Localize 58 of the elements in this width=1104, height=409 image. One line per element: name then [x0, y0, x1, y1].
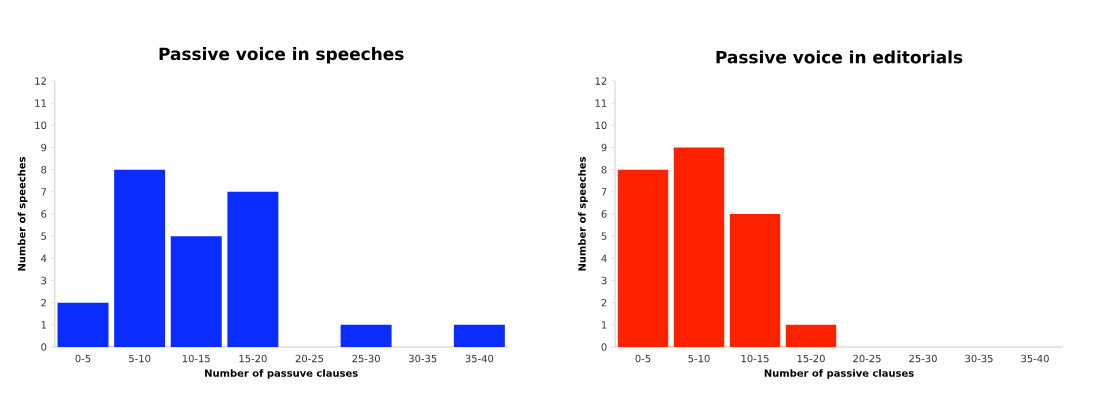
y-axis-title: Number of speeches	[578, 156, 588, 271]
x-tick-label: 10-15	[741, 354, 769, 363]
chart-title: Passive voice in speeches	[159, 47, 404, 64]
x-tick-label: 35-40	[1021, 354, 1049, 363]
y-tick-label: 6	[601, 210, 607, 218]
x-tick-label: 0-5	[635, 354, 651, 363]
x-axis-title: Number of passuve clauses	[205, 369, 358, 379]
x-tick-label: 25-30	[352, 354, 380, 363]
x-tick-label: 25-30	[909, 354, 937, 363]
bar	[785, 324, 837, 347]
y-tick-label: 9	[601, 143, 607, 152]
x-tick-label: 20-25	[295, 354, 324, 363]
y-tick-label: 8	[41, 165, 47, 174]
chart-title: Passive voice in editorials	[716, 50, 963, 64]
bar	[114, 169, 166, 347]
bar	[453, 324, 505, 347]
y-tick-label: 2	[601, 298, 607, 307]
x-tick-label: 15-20	[239, 354, 267, 363]
y-tick-label: 12	[595, 77, 607, 85]
x-tick-label: 30-35	[409, 354, 437, 363]
y-tick-label: 7	[601, 188, 607, 196]
x-tick-label: 30-35	[965, 354, 993, 363]
x-tick-label: 20-25	[853, 354, 881, 363]
y-tick-label: 3	[601, 276, 607, 285]
bar	[729, 214, 781, 347]
y-tick-label: 10	[595, 121, 607, 130]
x-tick-label: 15-20	[797, 354, 825, 363]
y-tick-label: 4	[41, 254, 47, 262]
y-tick-label: 11	[35, 99, 46, 107]
bar	[227, 191, 279, 347]
y-axis-title: Number of speeches	[17, 156, 28, 271]
y-tick-label: 10	[35, 121, 47, 130]
x-tick-label: 5-10	[129, 354, 151, 363]
y-tick-label: 1	[601, 321, 607, 329]
y-tick-label: 5	[41, 232, 47, 240]
y-tick-label: 0	[601, 343, 607, 351]
x-tick-label: 0-5	[75, 354, 91, 363]
x-axis-title: Number of passive clauses	[764, 369, 914, 379]
y-tick-label: 6	[41, 210, 47, 218]
y-tick-label: 4	[601, 254, 607, 262]
y-tick-label: 3	[41, 276, 47, 285]
y-tick-label: 12	[35, 77, 46, 85]
y-tick-label: 11	[595, 99, 607, 107]
y-tick-label: 1	[41, 321, 46, 329]
bar	[673, 147, 725, 347]
bar	[340, 324, 392, 347]
x-tick-label: 5-10	[688, 354, 710, 363]
bar	[57, 302, 109, 347]
y-tick-label: 7	[41, 188, 47, 196]
y-tick-label: 0	[41, 343, 47, 351]
x-tick-label: 35-40	[465, 354, 494, 363]
y-tick-label: 9	[41, 143, 47, 152]
y-tick-label: 8	[601, 165, 607, 174]
x-tick-label: 10-15	[182, 354, 210, 363]
y-tick-label: 2	[41, 298, 46, 307]
y-tick-label: 5	[601, 232, 607, 240]
bar	[170, 236, 222, 347]
bar	[617, 169, 669, 347]
